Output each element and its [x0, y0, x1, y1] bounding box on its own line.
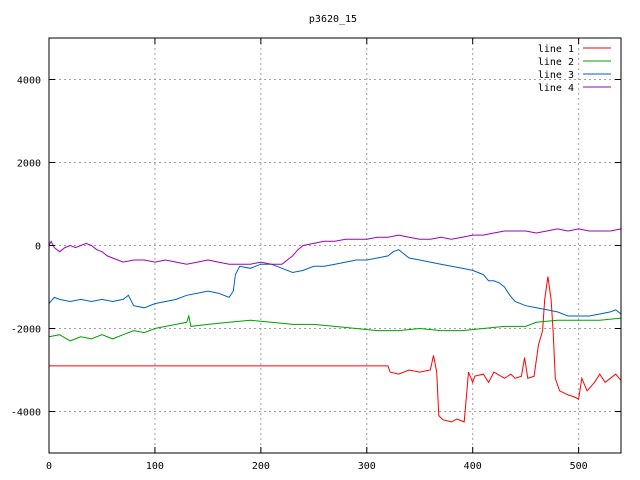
- y-tick-label: 4000: [17, 76, 41, 87]
- x-tick-label: 400: [464, 461, 482, 472]
- x-tick-label: 0: [46, 461, 52, 472]
- series-lines: [48, 228, 622, 423]
- y-tick-label: -2000: [11, 325, 41, 336]
- series-line-4: [48, 228, 622, 265]
- series-line-1: [49, 276, 622, 423]
- x-tick-label: 500: [570, 461, 588, 472]
- chart-title: p3620_15: [309, 14, 357, 25]
- x-tick-label: 200: [252, 461, 270, 472]
- y-tick-label: -4000: [11, 408, 41, 419]
- legend-label: line 3: [538, 70, 574, 81]
- grid: [49, 38, 621, 453]
- x-tick-label: 300: [358, 461, 376, 472]
- legend-label: line 2: [538, 57, 574, 68]
- y-tick-label: 0: [35, 242, 41, 253]
- y-tick-label: 2000: [17, 159, 41, 170]
- series-line-3: [48, 249, 622, 317]
- x-tick-label: 100: [146, 461, 164, 472]
- legend-label: line 1: [538, 44, 574, 55]
- legend-label: line 4: [538, 83, 574, 94]
- axis-ticks: 0 100 200 300 400 500 -4000 -2000 0 2000 4000: [11, 38, 621, 472]
- legend: line 1 line 2 line 3 line 4: [538, 44, 611, 94]
- series-line-2: [48, 314, 622, 342]
